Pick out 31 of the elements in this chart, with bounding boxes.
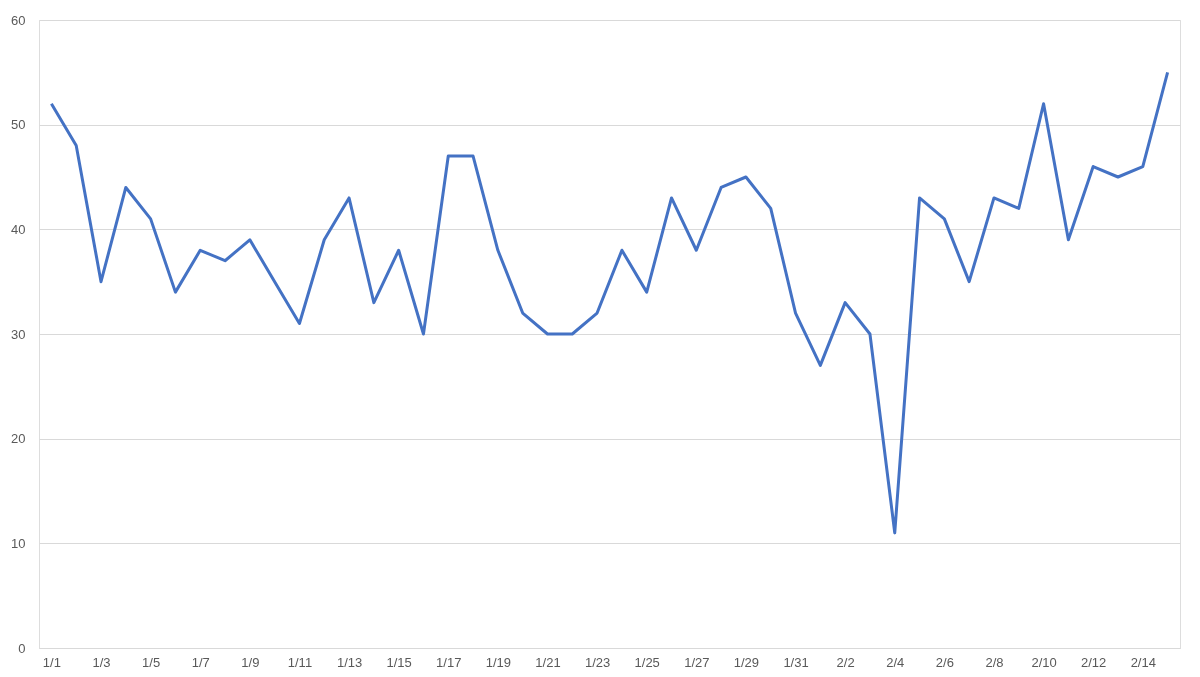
x-tick-label: 1/1 xyxy=(42,654,61,670)
line-series xyxy=(49,70,1170,535)
y-tick-label: 10 xyxy=(11,535,26,551)
x-tick-label: 1/29 xyxy=(733,654,760,670)
x-tick-label: 2/10 xyxy=(1031,654,1057,670)
x-tick-label: 1/31 xyxy=(783,654,809,670)
x-tick-label: 2/6 xyxy=(935,654,954,670)
x-tick-label: 1/17 xyxy=(436,654,462,670)
x-tick-label: 1/15 xyxy=(386,654,412,670)
x-tick-label: 2/8 xyxy=(985,654,1004,670)
y-tick-label: 60 xyxy=(11,12,26,28)
x-tick-label: 1/27 xyxy=(684,654,710,670)
y-tick-label: 0 xyxy=(18,640,26,656)
x-tick-label: 2/12 xyxy=(1081,654,1107,670)
x-tick-label: 1/11 xyxy=(287,654,313,670)
y-tick-label: 20 xyxy=(11,431,26,447)
x-tick-label: 1/13 xyxy=(336,654,363,670)
x-tick-label: 1/25 xyxy=(634,654,660,670)
y-tick-label: 40 xyxy=(11,221,26,237)
x-tick-label: 1/23 xyxy=(584,654,611,670)
x-tick-label: 1/7 xyxy=(191,654,210,670)
x-tick-label: 1/19 xyxy=(485,654,512,670)
x-tick-label: 2/14 xyxy=(1130,654,1156,670)
x-tick-label: 1/5 xyxy=(142,654,161,670)
x-tick-label: 1/9 xyxy=(241,654,260,670)
x-tick-label: 1/3 xyxy=(92,654,111,670)
x-tick-label: 2/4 xyxy=(886,654,905,670)
y-tick-label: 30 xyxy=(11,326,26,342)
x-tick-label: 1/21 xyxy=(535,654,561,670)
x-tick-label: 2/2 xyxy=(836,654,855,670)
y-tick-label: 50 xyxy=(11,117,26,133)
